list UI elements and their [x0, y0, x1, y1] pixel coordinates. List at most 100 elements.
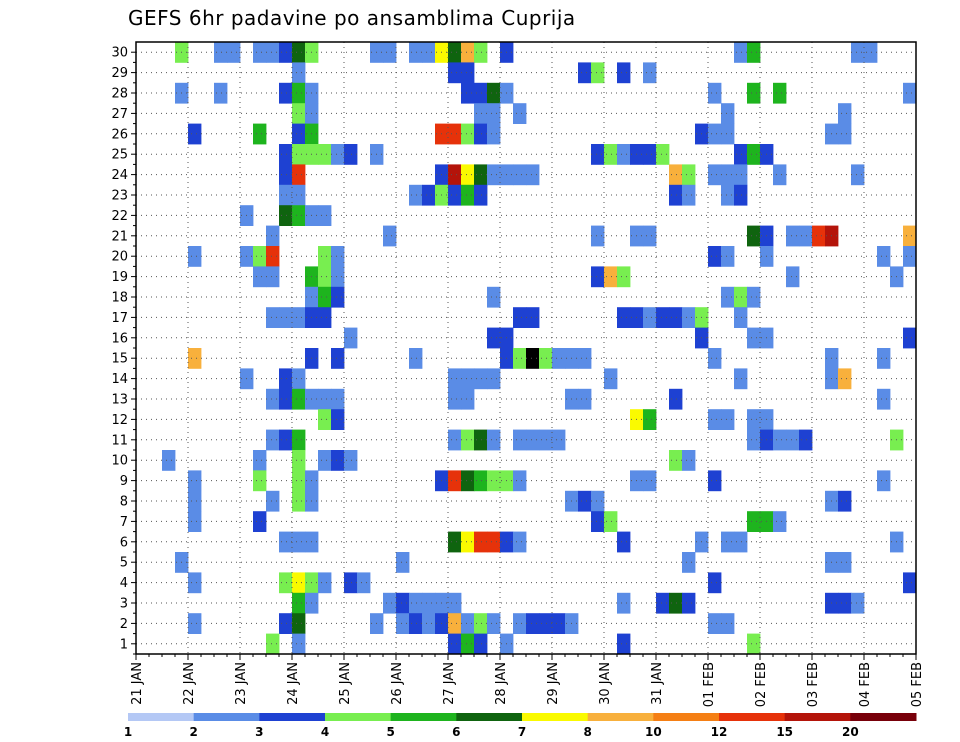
colorbar-swatch — [850, 713, 917, 721]
heatmap-cell — [877, 388, 891, 410]
heatmap-cell — [903, 246, 917, 267]
heatmap-cell — [266, 225, 280, 247]
x-tick-label: 27 JAN — [442, 662, 457, 705]
heatmap-cell — [461, 613, 475, 634]
heatmap-cell — [279, 613, 293, 634]
heatmap-cell — [682, 307, 696, 328]
heatmap-cell — [461, 633, 475, 655]
heatmap-cell — [409, 613, 423, 634]
heatmap-cell — [409, 348, 423, 369]
heatmap-cell — [279, 429, 293, 451]
heatmap-cell — [721, 123, 735, 145]
x-tick-label: 29 JAN — [546, 662, 561, 705]
heatmap-cell — [292, 450, 306, 471]
heatmap-cell — [461, 62, 475, 84]
y-tick-label: 12 — [111, 413, 128, 428]
heatmap-cell — [188, 348, 202, 369]
heatmap-cell — [578, 388, 592, 410]
heatmap-cell — [474, 164, 488, 186]
heatmap-cell — [461, 42, 475, 63]
y-tick-label: 15 — [111, 352, 128, 367]
y-tick-label: 9 — [120, 474, 128, 489]
heatmap-cell — [292, 123, 306, 145]
heatmap-cell — [253, 450, 267, 471]
y-tick-label: 25 — [111, 148, 128, 163]
y-tick-label: 18 — [111, 291, 128, 306]
heatmap-cell — [318, 388, 332, 410]
heatmap-cell — [487, 613, 501, 634]
heatmap-cell — [253, 246, 267, 267]
heatmap-cell — [279, 368, 293, 390]
heatmap-cell — [591, 511, 605, 532]
heatmap-cell — [279, 164, 293, 186]
heatmap-cell — [513, 470, 527, 492]
heatmap-cell — [734, 184, 748, 206]
colorbar-label: 20 — [842, 725, 859, 739]
heatmap-cell — [747, 511, 761, 532]
heatmap-cell — [734, 307, 748, 328]
y-tick-label: 5 — [120, 556, 128, 571]
heatmap-cell — [188, 572, 202, 594]
heatmap-cell — [656, 592, 670, 614]
heatmap-cell — [227, 42, 241, 63]
heatmap-cell — [591, 62, 605, 84]
heatmap-cell — [409, 592, 423, 614]
heatmap-cell — [383, 225, 397, 247]
x-tick-label: 01 FEB — [702, 662, 717, 707]
heatmap-cell — [838, 552, 852, 573]
heatmap-cell — [552, 429, 566, 451]
heatmap-cell — [669, 184, 683, 206]
heatmap-cell — [747, 144, 761, 165]
heatmap-cell — [214, 82, 228, 104]
heatmap-cell — [539, 429, 553, 451]
heatmap-cell — [708, 82, 722, 104]
chart-title: GEFS 6hr padavine po ansamblima Cuprija — [128, 6, 576, 30]
heatmap-cell — [708, 246, 722, 267]
heatmap-cell — [838, 368, 852, 390]
heatmap-cell — [474, 184, 488, 206]
y-tick-label: 24 — [111, 168, 128, 183]
heatmap-cell — [292, 103, 306, 124]
heatmap-cell — [682, 552, 696, 573]
heatmap-cell — [721, 531, 735, 553]
heatmap-cell — [617, 62, 631, 84]
x-tick-label: 04 FEB — [858, 662, 873, 707]
heatmap-cell — [292, 164, 306, 186]
heatmap-cell — [604, 144, 618, 165]
heatmap-cell — [734, 531, 748, 553]
y-tick-label: 7 — [120, 515, 128, 530]
y-tick-label: 4 — [120, 576, 128, 591]
heatmap-cell — [656, 307, 670, 328]
heatmap-cell — [591, 225, 605, 247]
heatmap-cell — [851, 164, 865, 186]
colorbar-swatch — [719, 713, 786, 721]
heatmap-cell — [773, 82, 787, 104]
x-tick-label: 26 JAN — [390, 662, 405, 705]
y-tick-label: 14 — [111, 372, 128, 387]
heatmap-cell — [539, 613, 553, 634]
heatmap-cell — [331, 450, 345, 471]
heatmap-cell — [786, 429, 800, 451]
y-tick-label: 6 — [120, 535, 128, 550]
heatmap-cell — [279, 144, 293, 165]
heatmap-cell — [461, 470, 475, 492]
x-tick-label: 31 JAN — [650, 662, 665, 705]
heatmap-cell — [292, 144, 306, 165]
heatmap-cell — [474, 531, 488, 553]
heatmap-cell — [292, 490, 306, 512]
y-tick-label: 22 — [111, 209, 128, 224]
heatmap-cell — [266, 266, 280, 288]
heatmap-cell — [487, 327, 501, 349]
heatmap-cell — [903, 327, 917, 349]
heatmap-cell — [279, 184, 293, 206]
heatmap-cell — [266, 388, 280, 410]
heatmap-cell — [357, 572, 371, 594]
heatmap-cell — [734, 368, 748, 390]
heatmap-cell — [279, 82, 293, 104]
y-tick-label: 23 — [111, 189, 128, 204]
heatmap-cell — [513, 613, 527, 634]
heatmap-cell — [526, 307, 540, 328]
heatmap-cell — [422, 42, 436, 63]
heatmap-cell — [266, 42, 280, 63]
heatmap-cell — [162, 450, 176, 471]
